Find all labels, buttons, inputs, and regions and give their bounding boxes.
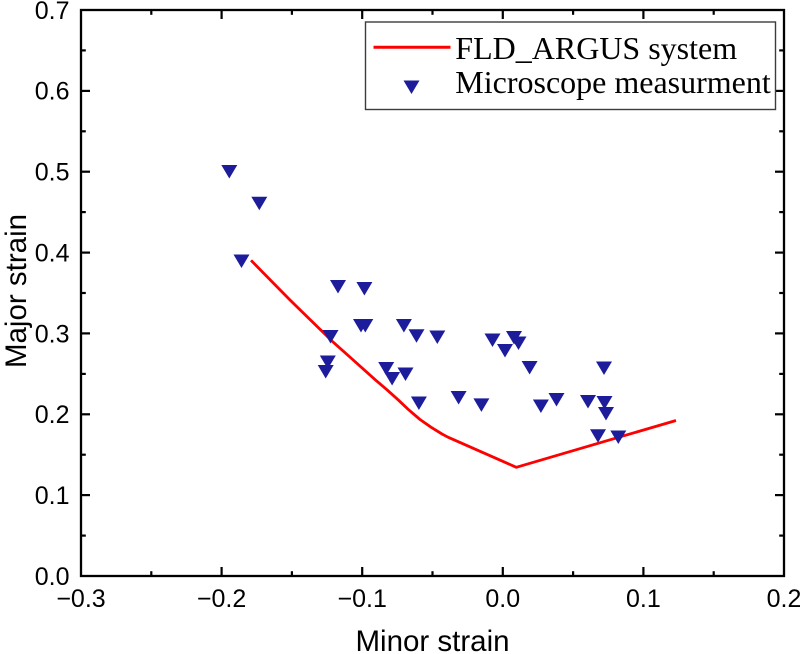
svg-text:0.5: 0.5 <box>35 159 70 187</box>
svg-text:0.1: 0.1 <box>35 482 70 510</box>
svg-text:0.0: 0.0 <box>35 563 70 591</box>
svg-text:0.1: 0.1 <box>626 585 661 613</box>
svg-text:−0.3: −0.3 <box>56 585 105 613</box>
svg-text:0.7: 0.7 <box>35 0 70 25</box>
svg-text:Microscope measurment: Microscope measurment <box>455 64 771 100</box>
svg-text:0.4: 0.4 <box>35 239 70 267</box>
svg-text:0.3: 0.3 <box>35 320 70 348</box>
svg-text:0.2: 0.2 <box>35 401 70 429</box>
svg-text:−0.1: −0.1 <box>338 585 387 613</box>
svg-text:Minor strain: Minor strain <box>355 625 509 654</box>
svg-text:Major strain: Major strain <box>0 214 33 368</box>
svg-text:0.0: 0.0 <box>485 585 520 613</box>
svg-text:−0.2: −0.2 <box>197 585 246 613</box>
svg-text:0.6: 0.6 <box>35 78 70 106</box>
svg-text:0.2: 0.2 <box>767 585 800 613</box>
svg-text:FLD_ARGUS system: FLD_ARGUS system <box>455 30 737 66</box>
